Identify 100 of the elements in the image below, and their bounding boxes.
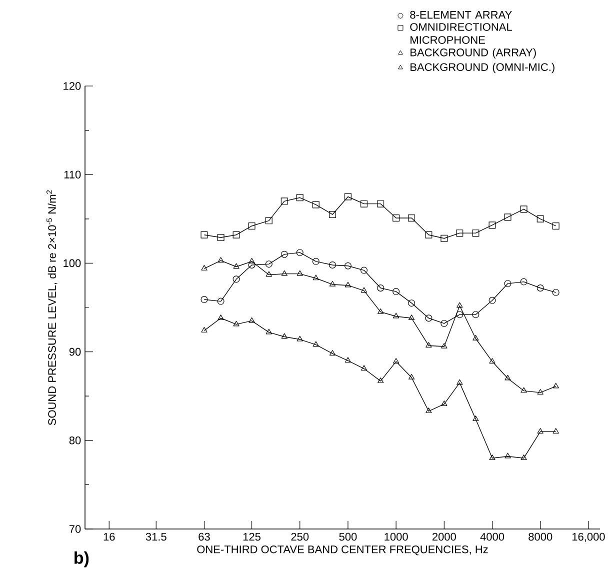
y-tick-label: 100: [64, 259, 81, 268]
point: [377, 284, 384, 292]
x-tick-label: 63: [198, 532, 210, 541]
legend-label: OMNIDIRECTIONAL MICROPHONE: [410, 23, 512, 44]
x-tick-label: 1000: [384, 532, 408, 541]
point: [248, 261, 256, 268]
point: [360, 365, 368, 371]
point: [233, 263, 240, 269]
point: [392, 214, 400, 222]
point: [265, 217, 272, 224]
point: [248, 258, 255, 264]
point: [472, 416, 479, 422]
point: [425, 231, 432, 238]
point: [280, 250, 288, 258]
point: [312, 201, 320, 208]
x-tick-label: 125: [243, 532, 260, 541]
point: [426, 342, 432, 348]
point: [440, 320, 448, 327]
x-tick-label: 2000: [432, 532, 456, 541]
x-tick-label: 250: [291, 532, 309, 541]
point: [266, 328, 272, 334]
point: [344, 282, 352, 288]
y-tick-label: 120: [64, 82, 81, 90]
point: [232, 231, 240, 238]
y-tick-label: 110: [64, 170, 81, 178]
point: [296, 194, 304, 202]
point: [552, 288, 560, 296]
legend-label: BACKGROUND (ARRAY): [410, 48, 536, 59]
point: [360, 266, 368, 274]
x-tick-label: 500: [339, 532, 357, 541]
point: [392, 288, 400, 296]
point: [520, 278, 528, 286]
point: [536, 215, 544, 222]
point: [520, 387, 527, 393]
point: [265, 260, 272, 268]
point: [520, 206, 528, 213]
point: [201, 265, 208, 270]
point: [360, 287, 368, 293]
point: [408, 214, 416, 222]
point: [520, 454, 527, 460]
point: [296, 270, 303, 276]
point: [441, 342, 448, 348]
point: [504, 214, 512, 221]
point: [489, 358, 496, 364]
y-tick-label: 70: [69, 525, 81, 533]
point: [472, 335, 479, 340]
point: [456, 302, 463, 308]
x-tick-label: 16,000: [572, 532, 605, 542]
point: [217, 234, 224, 242]
point: [472, 311, 480, 318]
legend-label: 8-ELEMENT ARRAY: [410, 10, 512, 19]
point: [536, 284, 544, 292]
point: [296, 336, 303, 342]
x-tick-label: 31.5: [146, 532, 166, 541]
point: [281, 333, 288, 339]
x-tick-label: 4000: [480, 532, 504, 541]
point: [408, 300, 416, 307]
point: [329, 350, 336, 356]
point: [456, 230, 464, 237]
point: [393, 312, 400, 318]
legend-label: BACKGROUND (OMNI-MIC.): [410, 62, 554, 74]
point: [344, 357, 352, 363]
point: [552, 428, 559, 434]
x-axis-title: ONE-THIRD OCTAVE BAND CENTER FREQUENCIES, Hz: [197, 545, 488, 556]
point: [488, 222, 496, 229]
point: [200, 296, 208, 304]
point: [426, 408, 432, 414]
point: [312, 274, 319, 280]
point: [489, 454, 496, 460]
point: [408, 374, 415, 380]
x-tick-label: 8000: [528, 532, 552, 541]
point: [281, 270, 288, 276]
point: [328, 261, 336, 268]
point: [552, 222, 560, 230]
point: [441, 400, 448, 406]
point: [248, 317, 255, 323]
text: b): [74, 551, 89, 568]
point: [456, 379, 463, 385]
point: [217, 298, 224, 305]
point: [328, 210, 336, 218]
point: [552, 382, 559, 388]
point: [456, 311, 464, 318]
point: [296, 249, 304, 256]
point: [504, 374, 511, 380]
y-tick-label: 90: [69, 348, 81, 356]
point: [488, 296, 496, 304]
point: [266, 271, 272, 277]
point: [233, 320, 240, 326]
point: [360, 200, 368, 208]
point: [329, 280, 336, 286]
point: [472, 230, 480, 237]
point: [200, 231, 208, 238]
y-axis-title: SOUND PRESSURE LEVEL, dB re 2×10$^{-5}$ N/m$^{2}$: [46, 190, 58, 426]
point: [504, 452, 511, 458]
point: [218, 257, 224, 262]
point: [344, 193, 352, 200]
y-tick-label: 80: [69, 436, 81, 444]
point: [201, 327, 208, 332]
point: [408, 314, 415, 320]
point: [440, 234, 448, 242]
